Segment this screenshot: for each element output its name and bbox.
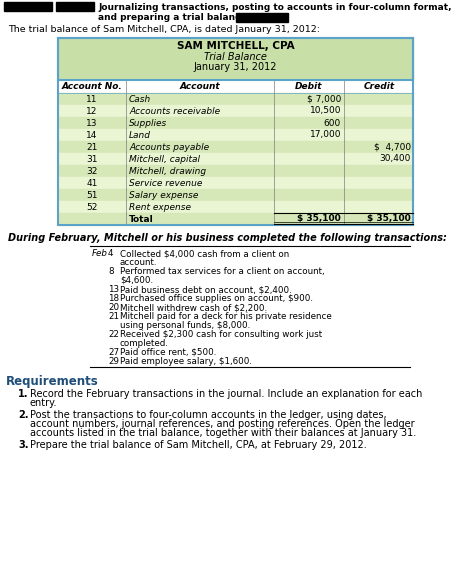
Text: account numbers, journal references, and posting references. Open the ledger: account numbers, journal references, and… [30, 419, 414, 429]
Text: 30,400: 30,400 [380, 154, 411, 164]
Text: Collected $4,000 cash from a client on: Collected $4,000 cash from a client on [120, 249, 289, 258]
Text: 21: 21 [108, 312, 119, 321]
Bar [58, 80, 413, 93]
Text: Received $2,300 cash for consulting work just: Received $2,300 cash for consulting work… [120, 330, 322, 339]
Text: 13: 13 [86, 118, 98, 128]
Text: 11: 11 [86, 95, 98, 103]
Bar [236, 13, 288, 22]
Text: and preparing a trial balance: and preparing a trial balance [98, 13, 247, 22]
Text: $ 35,100: $ 35,100 [297, 215, 341, 223]
Text: 32: 32 [86, 166, 97, 176]
Text: 21: 21 [86, 143, 97, 151]
Text: Mitchell paid for a deck for his private residence: Mitchell paid for a deck for his private… [120, 312, 332, 321]
Bar [58, 189, 413, 201]
Text: Total: Total [129, 215, 154, 223]
Text: 41: 41 [86, 179, 97, 187]
Text: Credit: Credit [364, 82, 395, 91]
Text: $4,600.: $4,600. [120, 276, 153, 285]
Text: Account No.: Account No. [62, 82, 122, 91]
Text: Prepare the trial balance of Sam Mitchell, CPA, at February 29, 2012.: Prepare the trial balance of Sam Mitchel… [30, 440, 367, 450]
Bar [58, 213, 413, 225]
Text: SAM MITCHELL, CPA: SAM MITCHELL, CPA [177, 41, 294, 51]
Text: using personal funds, $8,000.: using personal funds, $8,000. [120, 321, 250, 330]
Bar [58, 153, 413, 165]
Text: 2.: 2. [18, 410, 29, 420]
Text: 20: 20 [108, 303, 119, 312]
Text: 52: 52 [86, 202, 97, 212]
Text: 10,500: 10,500 [309, 107, 341, 115]
Text: 3.: 3. [18, 440, 29, 450]
Text: entry.: entry. [30, 398, 57, 408]
Text: Accounts receivable: Accounts receivable [129, 107, 220, 115]
Bar [56, 2, 94, 11]
Text: 14: 14 [86, 130, 97, 140]
Text: $ 7,000: $ 7,000 [307, 95, 341, 103]
Bar [58, 201, 413, 213]
Bar [58, 177, 413, 189]
Text: Post the transactions to four-column accounts in the ledger, using dates,: Post the transactions to four-column acc… [30, 410, 387, 420]
Text: $ 35,100: $ 35,100 [367, 215, 411, 223]
Text: completed.: completed. [120, 339, 169, 348]
Text: 18: 18 [108, 294, 119, 303]
Text: Paid employee salary, $1,600.: Paid employee salary, $1,600. [120, 357, 252, 366]
Text: 17,000: 17,000 [309, 130, 341, 140]
Text: $  4,700: $ 4,700 [374, 143, 411, 151]
Text: 1.: 1. [18, 389, 29, 399]
Bar [58, 129, 413, 141]
Text: Purchased office supplies on account, $900.: Purchased office supplies on account, $9… [120, 294, 313, 303]
Text: Paid business debt on account, $2,400.: Paid business debt on account, $2,400. [120, 285, 292, 294]
Text: Rent expense: Rent expense [129, 202, 191, 212]
Text: Debit: Debit [295, 82, 323, 91]
Bar [58, 38, 413, 80]
Text: Journalizing transactions, posting to accounts in four-column format,: Journalizing transactions, posting to ac… [98, 3, 452, 12]
Text: 600: 600 [324, 118, 341, 128]
Bar [58, 38, 413, 80]
Text: Paid office rent, $500.: Paid office rent, $500. [120, 348, 216, 357]
Text: Mitchell, drawing: Mitchell, drawing [129, 166, 206, 176]
Text: Land: Land [129, 130, 151, 140]
Text: 4: 4 [108, 249, 114, 258]
Text: 29: 29 [108, 357, 119, 366]
Bar [58, 80, 413, 93]
Bar [58, 117, 413, 129]
Text: 27: 27 [108, 348, 119, 357]
Bar [58, 38, 413, 225]
Text: 8: 8 [108, 267, 114, 276]
Text: Feb: Feb [92, 249, 108, 258]
Bar [58, 93, 413, 105]
Text: Service revenue: Service revenue [129, 179, 203, 187]
Text: Record the February transactions in the journal. Include an explanation for each: Record the February transactions in the … [30, 389, 422, 399]
Text: 31: 31 [86, 154, 98, 164]
Text: Mitchell, capital: Mitchell, capital [129, 154, 200, 164]
Bar [4, 2, 52, 11]
Bar [58, 105, 413, 117]
Bar [58, 165, 413, 177]
Text: 13: 13 [108, 285, 119, 294]
Text: Cash: Cash [129, 95, 151, 103]
Text: accounts listed in the trial balance, together with their balances at January 31: accounts listed in the trial balance, to… [30, 428, 416, 438]
Text: Account: Account [180, 82, 220, 91]
Text: Trial Balance: Trial Balance [204, 52, 267, 62]
Text: Requirements: Requirements [6, 375, 99, 388]
Bar [58, 141, 413, 153]
Text: account.: account. [120, 258, 157, 267]
Text: Salary expense: Salary expense [129, 190, 198, 200]
Text: January 31, 2012: January 31, 2012 [194, 62, 277, 72]
Text: Mitchell withdrew cash of $2,200.: Mitchell withdrew cash of $2,200. [120, 303, 267, 312]
Text: During February, Mitchell or his business completed the following transactions:: During February, Mitchell or his busines… [8, 233, 447, 243]
Text: 12: 12 [86, 107, 97, 115]
Text: Accounts payable: Accounts payable [129, 143, 209, 151]
Text: 51: 51 [86, 190, 98, 200]
Text: Performed tax services for a client on account,: Performed tax services for a client on a… [120, 267, 325, 276]
Text: The trial balance of Sam Mitchell, CPA, is dated January 31, 2012:: The trial balance of Sam Mitchell, CPA, … [8, 25, 320, 34]
Text: 22: 22 [108, 330, 119, 339]
Text: Supplies: Supplies [129, 118, 167, 128]
